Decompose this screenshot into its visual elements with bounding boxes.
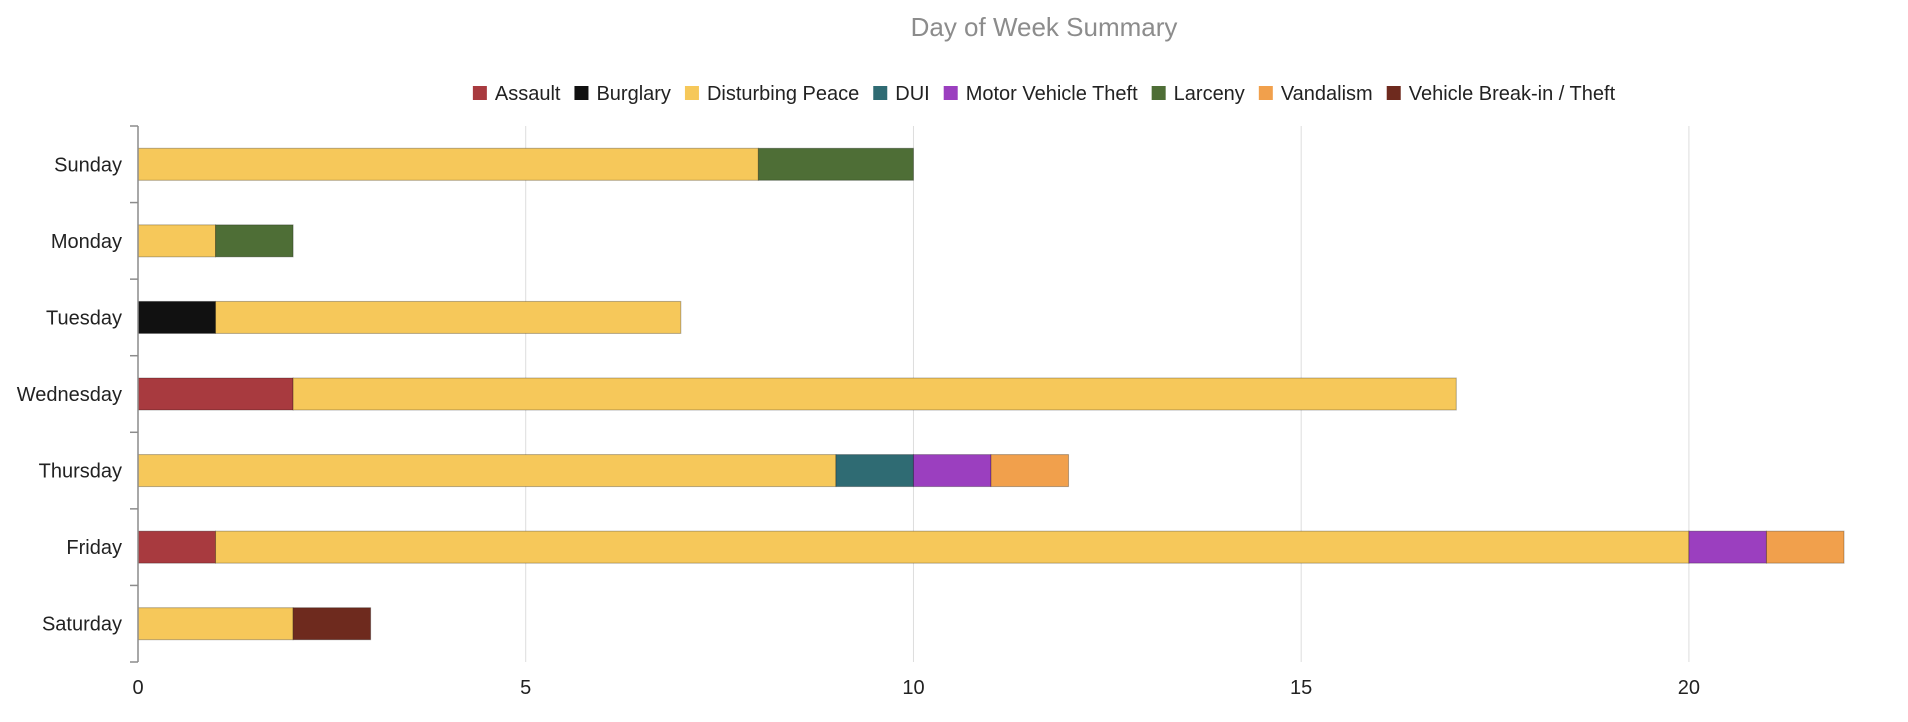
- bar-segment[interactable]: [835, 454, 914, 488]
- category-label: Monday: [51, 231, 122, 253]
- legend-swatch: [472, 86, 487, 100]
- bar-segment[interactable]: [137, 454, 837, 488]
- legend-swatch: [1151, 86, 1166, 100]
- bar-segment[interactable]: [137, 530, 217, 564]
- bar-segment[interactable]: [137, 300, 217, 334]
- x-tick-label: 20: [1678, 677, 1700, 699]
- bar-segment[interactable]: [990, 454, 1070, 488]
- category-labels: Sunday Monday Tuesday Wednesday Thursday Frid…: [17, 154, 122, 635]
- legend-swatch: [1258, 86, 1273, 100]
- legend-label[interactable]: Larceny: [1174, 83, 1245, 105]
- category-label: Sunday: [54, 154, 122, 176]
- category-label: Friday: [66, 537, 122, 559]
- x-tick-labels: 0 5 10 15 20: [132, 677, 1700, 699]
- bar-segment[interactable]: [215, 530, 1690, 564]
- legend-label[interactable]: Burglary: [596, 83, 670, 105]
- bars: [137, 147, 1845, 641]
- x-tick-label: 10: [902, 677, 924, 699]
- legend-swatch: [1386, 86, 1401, 100]
- legend-label[interactable]: Disturbing Peace: [707, 83, 859, 105]
- legend-swatch: [943, 86, 958, 100]
- bar-segment[interactable]: [137, 377, 294, 411]
- x-tick-label: 0: [132, 677, 143, 699]
- legend-swatch: [574, 86, 589, 100]
- bar-segment[interactable]: [292, 607, 372, 641]
- legend-swatch: [873, 86, 888, 100]
- category-label: Wednesday: [17, 384, 122, 406]
- chart-title: Day of Week Summary: [911, 12, 1178, 42]
- legend-label[interactable]: Vehicle Break-in / Theft: [1409, 83, 1616, 105]
- category-label: Thursday: [39, 461, 122, 483]
- legend-label[interactable]: DUI: [895, 83, 929, 105]
- bar-segment[interactable]: [215, 300, 682, 334]
- bar-segment[interactable]: [912, 454, 992, 488]
- legend-label[interactable]: Assault: [495, 83, 561, 105]
- legend-swatch: [684, 86, 699, 100]
- bar-segment[interactable]: [137, 224, 217, 258]
- bar-segment[interactable]: [757, 147, 914, 181]
- axes: [130, 125, 139, 663]
- bar-segment[interactable]: [137, 607, 294, 641]
- bar-segment[interactable]: [137, 147, 759, 181]
- legend-label[interactable]: Vandalism: [1281, 83, 1373, 105]
- category-label: Tuesday: [46, 307, 122, 329]
- bar-segment[interactable]: [292, 377, 1457, 411]
- legend-label[interactable]: Motor Vehicle Theft: [966, 83, 1138, 105]
- bar-segment[interactable]: [215, 224, 294, 258]
- bar-segment[interactable]: [1688, 530, 1767, 564]
- category-label: Saturday: [42, 614, 122, 636]
- legend: Assault Burglary Disturbing Peace DUI Motor …: [472, 83, 1616, 105]
- x-tick-label: 5: [520, 677, 531, 699]
- bar-segment[interactable]: [1765, 530, 1845, 564]
- x-tick-label: 15: [1290, 677, 1312, 699]
